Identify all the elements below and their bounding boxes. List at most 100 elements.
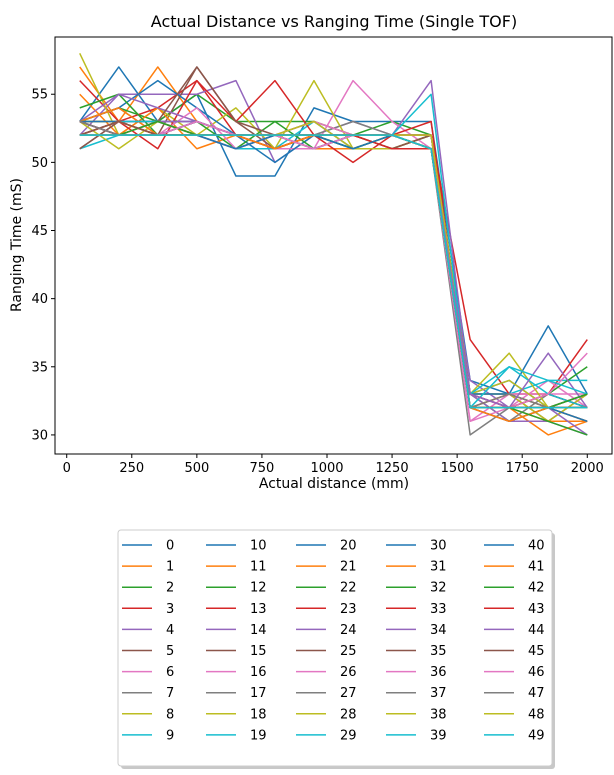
series-line-26 bbox=[79, 120, 588, 409]
legend-item-5: 5 bbox=[122, 644, 174, 659]
legend-item-9: 9 bbox=[122, 728, 174, 743]
legend-label: 12 bbox=[250, 581, 267, 596]
legend-label: 1 bbox=[166, 560, 174, 575]
series-line-40 bbox=[79, 120, 588, 422]
legend-item-18: 18 bbox=[206, 707, 267, 722]
x-tick-label: 500 bbox=[184, 461, 209, 476]
legend-label: 27 bbox=[340, 686, 357, 701]
legend-item-25: 25 bbox=[296, 644, 357, 659]
series-line-32 bbox=[79, 120, 588, 436]
plot-area bbox=[54, 36, 613, 455]
legend-label: 28 bbox=[340, 707, 357, 722]
y-axis-title: Ranging Time (mS) bbox=[9, 178, 25, 312]
legend-label: 16 bbox=[250, 665, 267, 680]
legend-item-3: 3 bbox=[122, 602, 174, 617]
x-axis: 0 250 500 750 1000 1250 1500 1750 2000 bbox=[63, 454, 604, 476]
series-line-41 bbox=[79, 120, 588, 409]
legend-item-24: 24 bbox=[296, 623, 357, 638]
legend-item-37: 37 bbox=[386, 686, 447, 701]
legend-label: 32 bbox=[430, 581, 447, 596]
legend-label: 34 bbox=[430, 623, 447, 638]
legend-item-6: 6 bbox=[122, 665, 174, 680]
legend-item-38: 38 bbox=[386, 707, 447, 722]
legend-label: 31 bbox=[430, 560, 447, 575]
legend-item-35: 35 bbox=[386, 644, 447, 659]
series-line-43 bbox=[79, 120, 588, 409]
legend-item-1: 1 bbox=[122, 560, 174, 575]
legend-label: 14 bbox=[250, 623, 267, 638]
legend-label: 11 bbox=[250, 560, 267, 575]
legend-item-30: 30 bbox=[386, 539, 447, 554]
legend-item-48: 48 bbox=[484, 707, 545, 722]
legend-item-23: 23 bbox=[296, 602, 357, 617]
legend-label: 42 bbox=[528, 581, 545, 596]
legend-item-47: 47 bbox=[484, 686, 545, 701]
series-line-46 bbox=[79, 120, 588, 409]
legend-item-28: 28 bbox=[296, 707, 357, 722]
series-line-25 bbox=[79, 120, 588, 409]
legend-item-31: 31 bbox=[386, 560, 447, 575]
series-line-33 bbox=[79, 120, 588, 409]
series-line-17 bbox=[79, 120, 588, 423]
series-line-2 bbox=[79, 93, 588, 423]
x-tick-label: 1750 bbox=[506, 461, 539, 476]
series-line-11 bbox=[79, 93, 588, 423]
series-line-27 bbox=[79, 120, 588, 409]
series-line-12 bbox=[79, 93, 588, 423]
legend-item-40: 40 bbox=[484, 539, 545, 554]
legend-label: 0 bbox=[166, 539, 174, 554]
series-line-21 bbox=[79, 107, 588, 409]
x-tick-label: 2000 bbox=[571, 461, 604, 476]
legend-item-22: 22 bbox=[296, 581, 357, 596]
series-line-16 bbox=[79, 107, 588, 423]
legend-item-11: 11 bbox=[206, 560, 267, 575]
series-line-7 bbox=[79, 120, 588, 436]
legend-label: 35 bbox=[430, 644, 447, 659]
x-tick-label: 1500 bbox=[441, 461, 474, 476]
legend-label: 15 bbox=[250, 644, 267, 659]
y-tick-label: 40 bbox=[31, 292, 48, 307]
y-tick-label: 35 bbox=[31, 360, 48, 375]
legend-label: 19 bbox=[250, 728, 267, 743]
y-tick-label: 30 bbox=[31, 428, 48, 443]
series-line-37 bbox=[79, 120, 588, 409]
series-line-31 bbox=[79, 120, 588, 423]
x-tick-label: 1000 bbox=[310, 461, 343, 476]
legend-item-20: 20 bbox=[296, 539, 357, 554]
legend-label: 33 bbox=[430, 602, 447, 617]
legend-label: 36 bbox=[430, 665, 447, 680]
legend-label: 43 bbox=[528, 602, 545, 617]
legend-label: 4 bbox=[166, 623, 174, 638]
legend-item-39: 39 bbox=[386, 728, 447, 743]
legend-item-33: 33 bbox=[386, 602, 447, 617]
legend-item-17: 17 bbox=[206, 686, 267, 701]
legend-label: 3 bbox=[166, 602, 174, 617]
legend-label: 18 bbox=[250, 707, 267, 722]
series-lines bbox=[79, 53, 588, 436]
legend-label: 13 bbox=[250, 602, 267, 617]
legend-item-44: 44 bbox=[484, 623, 545, 638]
legend-box bbox=[117, 529, 553, 767]
x-tick-label: 0 bbox=[63, 461, 71, 476]
series-line-24 bbox=[79, 120, 588, 423]
legend-label: 39 bbox=[430, 728, 447, 743]
y-tick-label: 55 bbox=[31, 88, 48, 103]
legend-item-12: 12 bbox=[206, 581, 267, 596]
series-line-6 bbox=[79, 79, 588, 423]
legend-label: 38 bbox=[430, 707, 447, 722]
legend-item-10: 10 bbox=[206, 539, 267, 554]
legend-entries: 0123456789101112131415161718192021222324… bbox=[122, 539, 545, 743]
legend-label: 6 bbox=[166, 665, 174, 680]
legend-label: 24 bbox=[340, 623, 357, 638]
legend-item-34: 34 bbox=[386, 623, 447, 638]
legend-label: 47 bbox=[528, 686, 545, 701]
series-line-38 bbox=[79, 120, 588, 409]
y-tick-label: 45 bbox=[31, 224, 48, 239]
legend-label: 30 bbox=[430, 539, 447, 554]
x-axis-title: Actual distance (mm) bbox=[259, 476, 409, 492]
legend-item-43: 43 bbox=[484, 602, 545, 617]
series-line-42 bbox=[79, 120, 588, 409]
legend-item-41: 41 bbox=[484, 560, 545, 575]
legend-item-36: 36 bbox=[386, 665, 447, 680]
legend-label: 17 bbox=[250, 686, 267, 701]
